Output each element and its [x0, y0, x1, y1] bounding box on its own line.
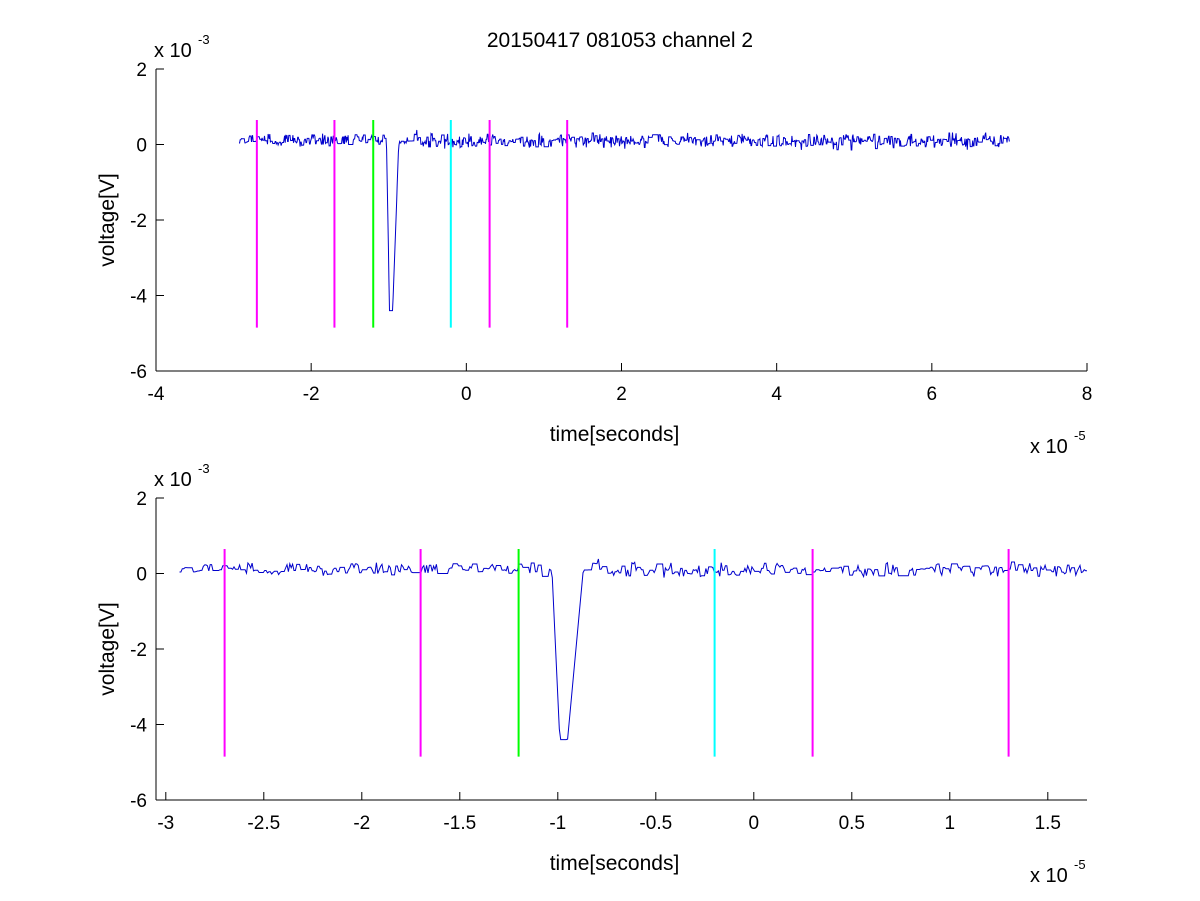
- y-axis-label: voltage[V]: [96, 602, 119, 695]
- x-tick-label: 0: [461, 384, 472, 405]
- x-tick-label: 1.5: [1035, 813, 1061, 834]
- x-tick-label: 1: [945, 813, 956, 834]
- x-tick-label: -2.5: [247, 813, 280, 834]
- x-tick-label: 2: [616, 384, 627, 405]
- x-tick-label: -4: [148, 384, 165, 405]
- y-multiplier-exponent: -3: [198, 461, 210, 476]
- y-tick-label: -6: [130, 362, 147, 383]
- y-tick-label: 0: [136, 136, 147, 157]
- y-tick-label: 2: [136, 60, 147, 81]
- signal-trace: [179, 558, 1087, 741]
- x-tick-label: 0.5: [839, 813, 865, 834]
- y-tick-label: -2: [130, 640, 147, 661]
- x-multiplier: x 10: [1030, 436, 1068, 458]
- x-tick-label: -3: [157, 813, 174, 834]
- x-multiplier-exponent: -5: [1074, 857, 1086, 872]
- bottom-subplot: -3 -2.5 -2 -1.5 -1 -0.5 0 0.5 1 1.5 -6 -4 -2 0 2 time[s…: [96, 461, 1087, 887]
- y-tick-label: 0: [136, 565, 147, 586]
- y-tick-label: 2: [136, 489, 147, 510]
- y-tick-label: -4: [130, 287, 147, 308]
- y-multiplier-exponent: -3: [198, 32, 210, 47]
- y-axis-label: voltage[V]: [96, 173, 119, 266]
- y-multiplier: x 10: [154, 469, 192, 491]
- x-tick-label: 6: [927, 384, 938, 405]
- x-tick-label: 8: [1082, 384, 1093, 405]
- x-multiplier: x 10: [1030, 865, 1068, 887]
- x-tick-label: 4: [771, 384, 782, 405]
- x-tick-label: 0: [749, 813, 760, 834]
- y-tick-label: -6: [130, 791, 147, 812]
- y-tick-label: -4: [130, 716, 147, 737]
- figure-title: 20150417 081053 channel 2: [487, 29, 753, 52]
- x-tick-label: -2: [303, 384, 320, 405]
- signal-trace: [239, 129, 1010, 312]
- x-axis-label: time[seconds]: [550, 852, 680, 875]
- top-subplot: -4 -2 0 2 4 6 8-6-4-202time[seconds]voltage[V]…: [96, 32, 1092, 458]
- x-tick-label: -1.5: [443, 813, 476, 834]
- x-multiplier-exponent: -5: [1074, 428, 1086, 443]
- x-tick-label: -2: [353, 813, 370, 834]
- y-tick-label: -2: [130, 211, 147, 232]
- y-multiplier: x 10: [154, 40, 192, 62]
- x-tick-label: -0.5: [639, 813, 672, 834]
- x-tick-label: -1: [549, 813, 566, 834]
- x-axis-label: time[seconds]: [550, 423, 680, 446]
